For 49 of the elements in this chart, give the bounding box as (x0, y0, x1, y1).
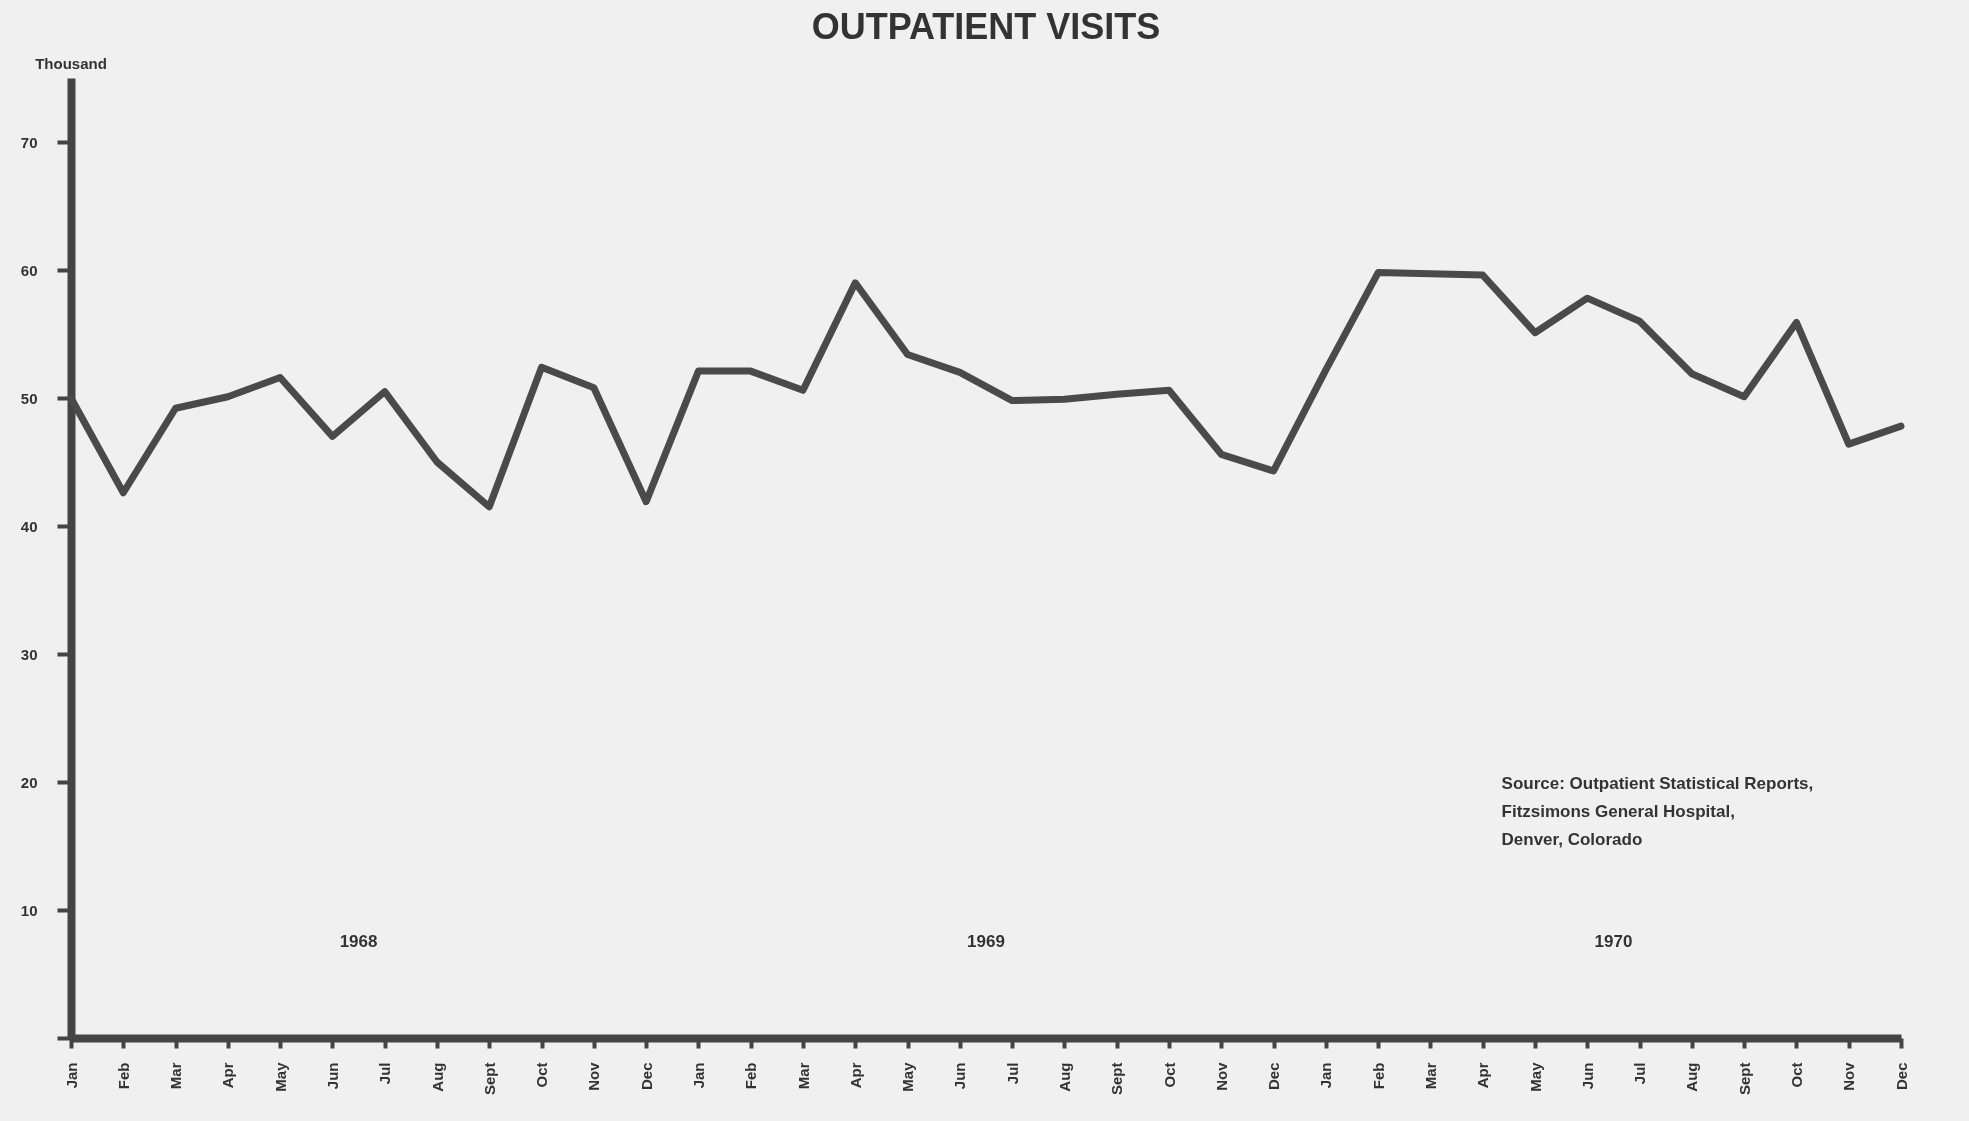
x-tick-label: Aug (1055, 1062, 1073, 1092)
x-tick-label: Apr (1474, 1062, 1492, 1089)
x-tick-label: Nov (1212, 1061, 1230, 1091)
x-tick-label: Mar (1421, 1062, 1439, 1090)
x-tick-label: Dec (1265, 1062, 1283, 1091)
x-tick-label: Jan (62, 1062, 80, 1089)
y-tick-label: 70 (20, 133, 38, 151)
x-tick-label: Oct (1160, 1062, 1178, 1088)
x-tick-label: Sept (1108, 1062, 1126, 1096)
x-tick-label: Apr (846, 1062, 864, 1089)
chart-title: OUTPATIENT VISITS (811, 6, 1161, 47)
annotation: 1970 (1594, 932, 1633, 951)
x-tick-label: Aug (1683, 1062, 1701, 1092)
y-tick-label: 40 (20, 517, 38, 535)
x-tick-label: Sept (480, 1062, 498, 1096)
y-tick-label: 10 (20, 901, 38, 919)
y-tick-label: 20 (20, 773, 38, 791)
x-tick-label: Jul (1003, 1062, 1021, 1085)
annotation: 1969 (967, 932, 1005, 951)
x-tick-label: Apr (219, 1062, 237, 1089)
x-tick-label: Jul (376, 1062, 394, 1085)
y-tick-label: 50 (20, 389, 38, 407)
x-tick-label: Mar (167, 1062, 185, 1090)
x-tick-label: May (271, 1061, 289, 1092)
y-tick-label: 60 (20, 261, 38, 279)
x-tick-label: May (899, 1061, 917, 1092)
x-tick-label: Dec (1892, 1062, 1910, 1091)
x-tick-label: Dec (637, 1062, 655, 1091)
annotation: Source: Outpatient Statistical Reports, Fitzsimons General Hospital, Denver, Colorado (1501, 773, 1814, 849)
x-tick-label: Oct (533, 1062, 551, 1088)
x-tick-label: Jun (1578, 1062, 1596, 1090)
x-tick-label: Jan (689, 1062, 707, 1089)
x-tick-label: Nov (1840, 1061, 1858, 1091)
x-tick-label: May (1526, 1061, 1544, 1092)
annotation: 1968 (339, 932, 378, 951)
x-tick-label: Aug (428, 1062, 446, 1092)
x-tick-label: Jan (1317, 1062, 1335, 1089)
x-tick-label: Mar (794, 1062, 812, 1090)
x-tick-label: Feb (1369, 1062, 1387, 1090)
y-axis-title: Thousand (35, 55, 107, 72)
x-tick-label: Jun (323, 1062, 341, 1090)
x-tick-label: Jun (951, 1062, 969, 1090)
x-tick-label: Jul (1631, 1062, 1649, 1085)
x-tick-label: Feb (742, 1062, 760, 1090)
x-tick-label: Oct (1787, 1062, 1805, 1088)
x-tick-label: Nov (585, 1061, 603, 1091)
x-tick-label: Sept (1735, 1062, 1753, 1096)
x-tick-label: Feb (114, 1062, 132, 1090)
y-tick-label: 30 (20, 645, 38, 663)
